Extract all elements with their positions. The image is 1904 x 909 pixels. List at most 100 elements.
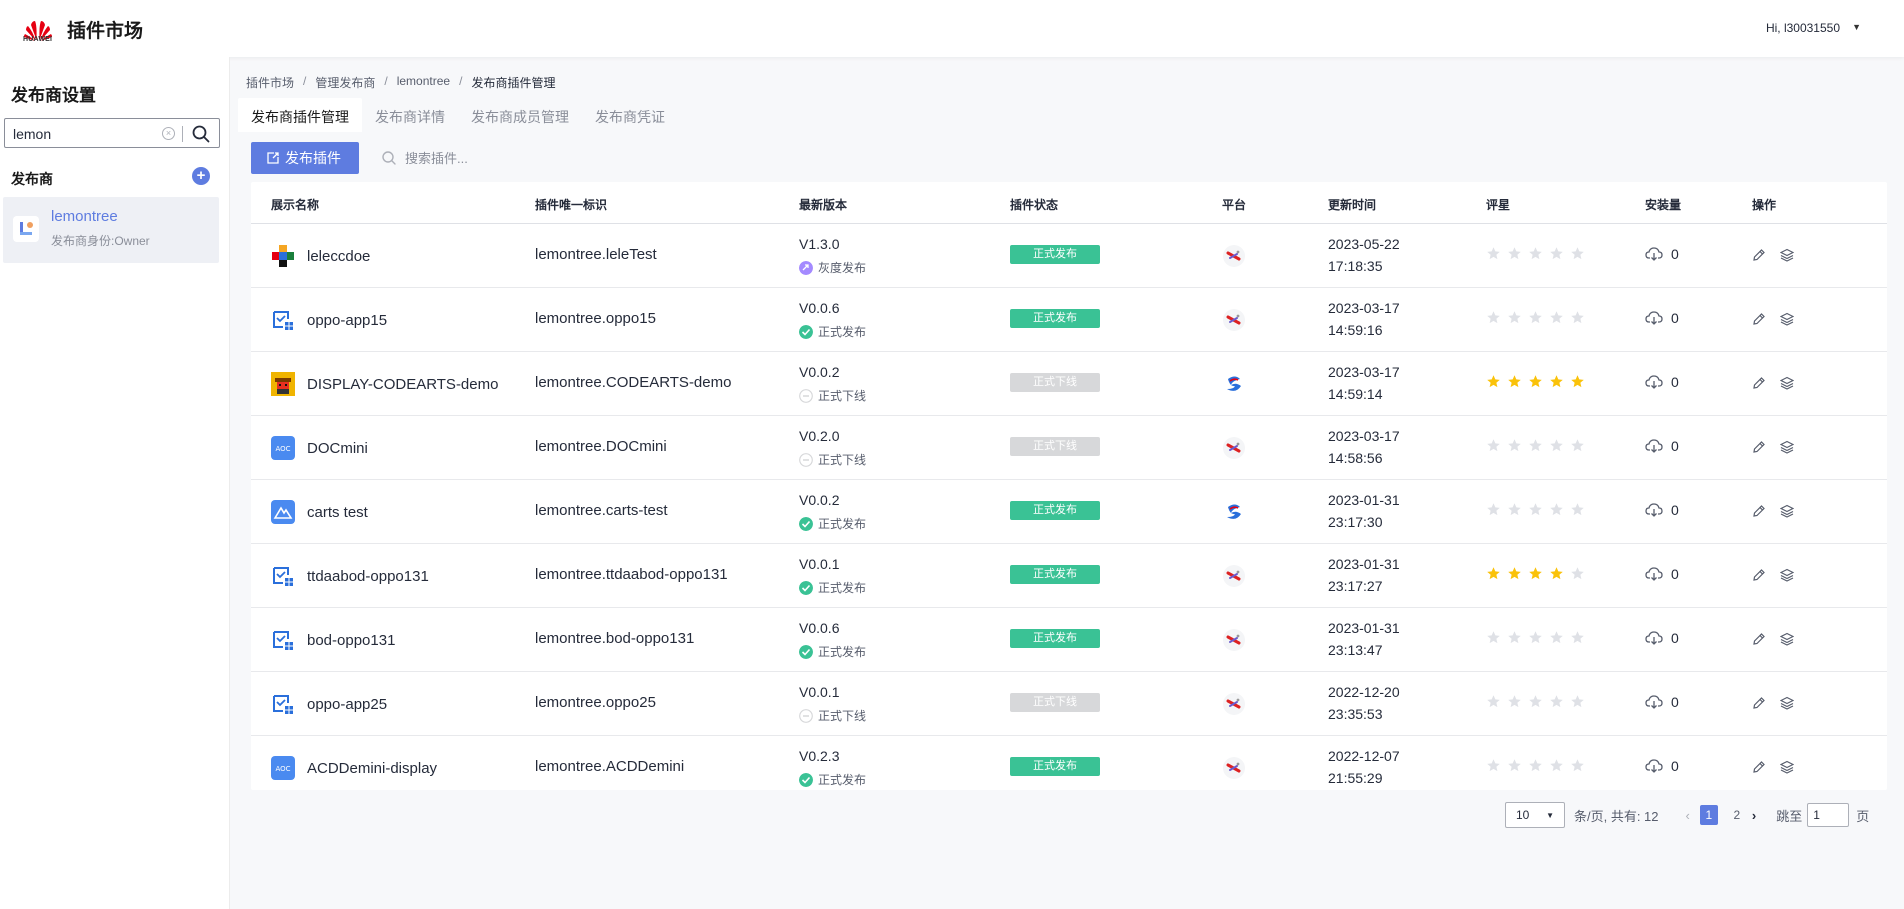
brand-title[interactable]: 插件市场	[67, 21, 144, 42]
check-circle-icon	[799, 644, 813, 659]
install-count: 0	[1645, 246, 1679, 262]
page-size-select[interactable]: 10 ▼	[1505, 802, 1565, 828]
breadcrumb-item-market[interactable]: 插件市场	[246, 76, 295, 90]
layers-icon[interactable]	[1780, 568, 1794, 582]
edit-icon[interactable]	[1752, 632, 1766, 646]
search-icon[interactable]	[190, 123, 212, 145]
plugin-name[interactable]: oppo-app15	[307, 311, 388, 329]
jump-page-input[interactable]: 1	[1807, 803, 1850, 827]
edit-icon[interactable]	[1752, 568, 1766, 582]
page-button-2[interactable]: 2	[1733, 808, 1741, 822]
tab-member-management[interactable]: 发布商成员管理	[471, 109, 569, 125]
edit-icon[interactable]	[1752, 504, 1766, 518]
table-row[interactable]: AOC DOCmini lemontree.DOCmini V0.2.0 正式下线 正式下…	[251, 416, 1887, 480]
rating-stars	[1486, 694, 1585, 709]
edit-icon[interactable]	[1752, 248, 1766, 262]
publisher-search-value[interactable]: lemon	[13, 126, 52, 142]
next-page-icon[interactable]: ›	[1751, 807, 1757, 823]
star-icon	[1508, 759, 1521, 772]
caret-down-icon[interactable]: ▼	[1852, 22, 1861, 32]
breadcrumb-item-publisher[interactable]: lemontree	[396, 74, 451, 88]
plugin-name-cell[interactable]: carts test	[271, 500, 368, 524]
star-icon	[1529, 631, 1542, 644]
tab-plugin-management[interactable]: 发布商插件管理	[238, 98, 362, 132]
star-icon	[1487, 375, 1500, 388]
cloud-download-icon	[1645, 567, 1663, 581]
star-icon	[1487, 439, 1500, 452]
layers-icon[interactable]	[1780, 504, 1794, 518]
updated-time: 23:17:30	[1328, 514, 1383, 530]
table-row[interactable]: bod-oppo131 lemontree.bod-oppo131 V0.0.6 正式…	[251, 608, 1887, 672]
add-publisher-button[interactable]: +	[192, 167, 210, 185]
plugin-search[interactable]	[381, 145, 605, 171]
plugin-name[interactable]: ttdaabod-oppo131	[307, 567, 429, 585]
plugin-name-cell[interactable]: AOC ACDDemini-display	[271, 756, 437, 780]
cloud-download-icon	[1645, 759, 1663, 773]
layers-icon[interactable]	[1780, 696, 1794, 710]
plugin-version: V0.2.0	[799, 428, 840, 444]
star-icon	[1508, 695, 1521, 708]
plugin-name-cell[interactable]: ttdaabod-oppo131	[271, 564, 429, 588]
tab-publisher-details[interactable]: 发布商详情	[375, 109, 445, 125]
prev-page-icon[interactable]: ‹	[1685, 807, 1690, 823]
edit-icon[interactable]	[1752, 696, 1766, 710]
updated-date: 2022-12-07	[1328, 748, 1400, 764]
plugin-name[interactable]: bod-oppo131	[307, 631, 396, 649]
publisher-item[interactable]: lemontree 发布商身份:Owner	[3, 197, 219, 263]
breadcrumb-item-manage-publisher[interactable]: 管理发布商	[315, 76, 376, 90]
plugin-id: lemontree.bod-oppo131	[535, 630, 695, 647]
plugin-name[interactable]: DISPLAY-CODEARTS-demo	[307, 375, 499, 393]
table-row[interactable]: oppo-app15 lemontree.oppo15 V0.0.6 正式发布 正式发布…	[251, 288, 1887, 352]
table-row[interactable]: oppo-app25 lemontree.oppo25 V0.0.1 正式下线 正式下线…	[251, 672, 1887, 736]
layers-icon[interactable]	[1780, 760, 1794, 774]
install-count-value: 0	[1671, 566, 1679, 582]
tab-credentials[interactable]: 发布商凭证	[595, 109, 665, 125]
edit-icon[interactable]	[1752, 376, 1766, 390]
table-row[interactable]: DISPLAY-CODEARTS-demo lemontree.CODEARTS-…	[251, 352, 1887, 416]
publisher-search-input[interactable]: lemon ×	[4, 118, 220, 148]
edit-icon[interactable]	[1752, 312, 1766, 326]
edit-icon[interactable]	[1752, 440, 1766, 454]
plugin-search-input[interactable]	[405, 150, 605, 166]
plugin-name-cell[interactable]: AOC DOCmini	[271, 436, 368, 460]
plugin-name-cell[interactable]: oppo-app25	[271, 692, 387, 716]
huawei-logo-icon[interactable]	[22, 13, 54, 45]
col-header-status: 插件状态	[1010, 198, 1059, 212]
plugin-name-cell[interactable]: oppo-app15	[271, 308, 387, 332]
publish-plugin-button[interactable]: 发布插件	[251, 142, 359, 174]
layers-icon[interactable]	[1780, 440, 1794, 454]
plugin-name[interactable]: carts test	[307, 503, 368, 521]
rating-stars	[1486, 246, 1585, 261]
clear-icon[interactable]: ×	[162, 127, 175, 140]
table-row[interactable]: AOC ACDDemini-display lemontree.ACDDemini V…	[251, 736, 1887, 790]
install-count-value: 0	[1671, 630, 1679, 646]
table-row[interactable]: carts test lemontree.carts-test V0.0.2 正式发布…	[251, 480, 1887, 544]
layers-icon[interactable]	[1780, 632, 1794, 646]
plugin-name-cell[interactable]: leleccdoe	[271, 244, 370, 268]
status-badge: 正式发布	[1010, 245, 1100, 264]
plugin-name[interactable]: ACDDemini-display	[307, 759, 438, 777]
plugin-name-cell[interactable]: DISPLAY-CODEARTS-demo	[271, 372, 498, 396]
mountain-blue-icon	[271, 500, 295, 524]
layers-icon[interactable]	[1780, 312, 1794, 326]
install-count-value: 0	[1671, 374, 1679, 390]
table-row[interactable]: ttdaabod-oppo131 lemontree.ttdaabod-oppo1…	[251, 544, 1887, 608]
plugin-name[interactable]: DOCmini	[307, 439, 368, 457]
user-menu[interactable]: Hi, l30031550	[1765, 21, 1840, 35]
star-icon	[1529, 375, 1542, 388]
page-button-1[interactable]: 1	[1699, 805, 1718, 825]
plugin-name-cell[interactable]: bod-oppo131	[271, 628, 395, 652]
install-count-value: 0	[1671, 310, 1679, 326]
publisher-name[interactable]: lemontree	[51, 208, 118, 225]
caret-down-icon: ▼	[1546, 811, 1554, 820]
table-row[interactable]: leleccdoe lemontree.leleTest V1.3.0 灰度发布 正式发…	[251, 224, 1887, 288]
layers-icon[interactable]	[1780, 248, 1794, 262]
plugin-name[interactable]: oppo-app25	[307, 695, 388, 713]
install-count: 0	[1645, 630, 1679, 646]
edit-icon[interactable]	[1752, 760, 1766, 774]
plugin-name[interactable]: leleccdoe	[307, 247, 371, 265]
updated-time: 21:55:29	[1328, 770, 1383, 786]
breadcrumb-item-current: 发布商插件管理	[471, 76, 556, 90]
layers-icon[interactable]	[1780, 376, 1794, 390]
plugin-id: lemontree.leleTest	[535, 246, 657, 263]
